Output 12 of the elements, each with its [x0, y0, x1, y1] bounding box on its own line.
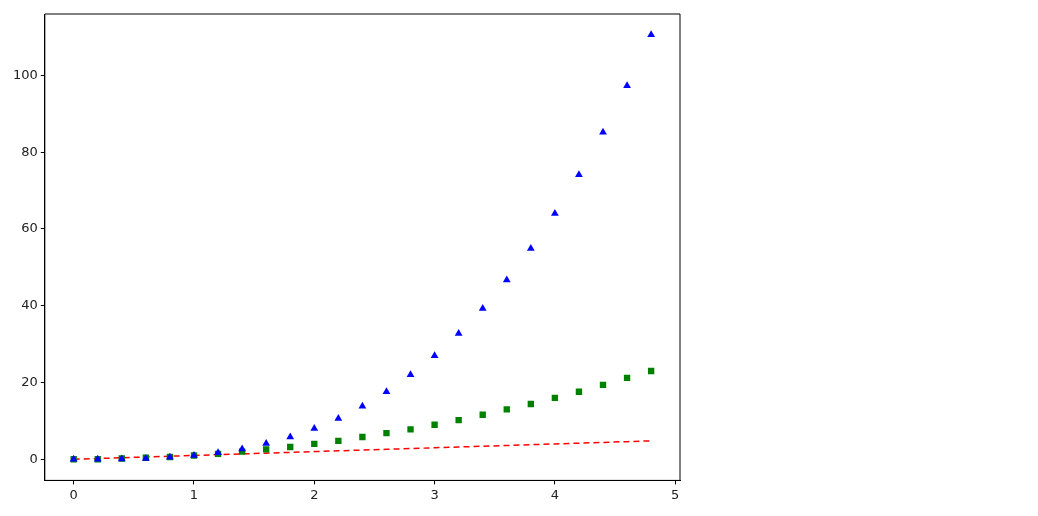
- x-tick-label: 3: [430, 486, 439, 502]
- y-tick-label: 100: [12, 66, 38, 82]
- x-tick-label: 0: [69, 486, 78, 502]
- x-tick-label: 2: [310, 486, 319, 502]
- y-tick-label: 80: [21, 143, 38, 159]
- y-tick-label: 40: [21, 297, 38, 313]
- x-tick-label: 4: [550, 486, 560, 502]
- x-tick-label: 1: [189, 486, 199, 502]
- y-tick-label: 0: [29, 450, 38, 466]
- y-tick-label: 20: [21, 373, 38, 389]
- x-tick-label: 5: [671, 486, 680, 502]
- y-tick-label: 60: [21, 220, 38, 236]
